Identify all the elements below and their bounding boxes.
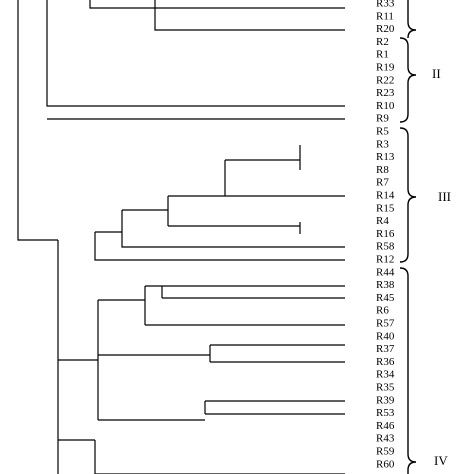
- braces: [399, 0, 417, 474]
- leaf-label: R4: [376, 215, 389, 227]
- brace: [399, 37, 417, 123]
- leaf-label: R35: [376, 382, 395, 394]
- branch: [57, 145, 345, 474]
- leaf-label: R5: [376, 126, 389, 138]
- leaf-label: R36: [376, 356, 395, 368]
- leaf-label: R46: [376, 420, 395, 432]
- leaf-label: R34: [376, 369, 395, 381]
- leaf-label: R16: [376, 228, 395, 240]
- leaf-label: R38: [376, 279, 395, 291]
- leaf-label: R10: [376, 100, 395, 112]
- leaf-label: R53: [376, 407, 395, 419]
- leaf-label: R57: [376, 318, 395, 330]
- leaf-label: R44: [376, 266, 395, 278]
- leaf-label: R20: [376, 23, 395, 35]
- leaf-label: R59: [376, 446, 395, 458]
- leaf-label: R8: [376, 164, 389, 176]
- leaf-label: R39: [376, 394, 395, 406]
- leaf-label: R19: [376, 62, 395, 74]
- leaf-label: R23: [376, 87, 395, 99]
- leaf-label: R7: [376, 177, 389, 189]
- group-label: II: [432, 66, 441, 81]
- leaf-label: R9: [376, 113, 389, 125]
- leaf-label: R11: [376, 10, 394, 22]
- leaf-label: R6: [376, 305, 389, 317]
- leaf-label: R12: [376, 254, 394, 266]
- group-label: IV: [434, 453, 448, 468]
- leaf-label: R60: [376, 458, 395, 470]
- leaf-label: R3: [376, 138, 389, 150]
- branch: [58, 285, 345, 474]
- leaf-label: R58: [376, 241, 395, 253]
- leaf-label: R40: [376, 330, 395, 342]
- leaf-label: R43: [376, 433, 395, 445]
- leaf-label: R13: [376, 151, 395, 163]
- leaf-label: R1: [376, 49, 389, 61]
- brace: [407, 0, 417, 39]
- tree: [17, 0, 345, 474]
- leaf-label: R33: [376, 0, 395, 10]
- branch: [17, 0, 345, 241]
- leaf-label: R45: [376, 292, 395, 304]
- leaf-label: R22: [376, 74, 394, 86]
- leaf-label: R15: [376, 202, 395, 214]
- leaf-label: R14: [376, 190, 395, 202]
- leaf-label: R2: [376, 36, 389, 48]
- brace: [399, 267, 417, 474]
- brace: [399, 127, 417, 263]
- group-label: III: [438, 189, 451, 204]
- leaf-label: R37: [376, 343, 395, 355]
